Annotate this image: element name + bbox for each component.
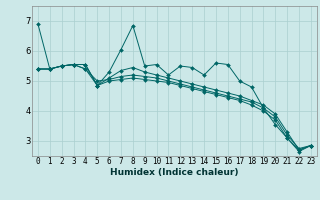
X-axis label: Humidex (Indice chaleur): Humidex (Indice chaleur) <box>110 168 239 177</box>
